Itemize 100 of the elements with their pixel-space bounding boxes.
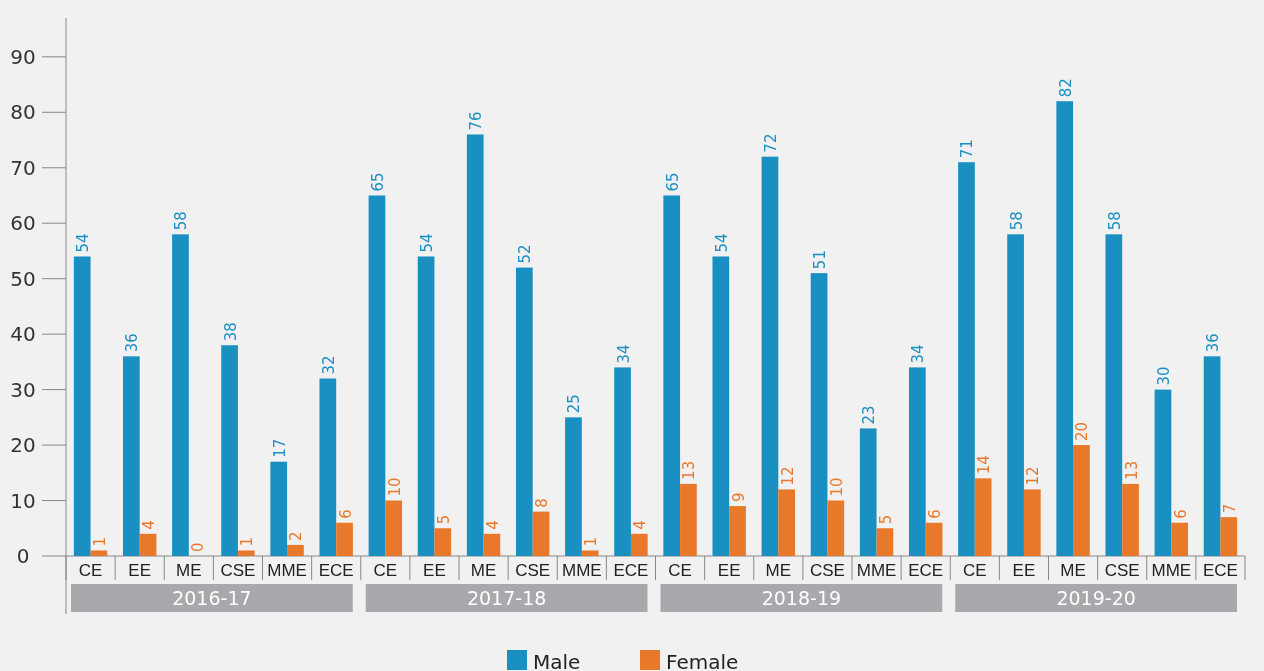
bar bbox=[532, 511, 550, 556]
bar bbox=[385, 500, 403, 556]
data-label: 54 bbox=[418, 233, 437, 253]
data-label: 36 bbox=[1204, 333, 1223, 353]
data-label: 6 bbox=[1171, 509, 1190, 519]
data-label: 12 bbox=[1024, 466, 1043, 486]
data-label: 54 bbox=[712, 233, 731, 253]
data-label: 9 bbox=[729, 492, 748, 503]
x-tick-label: MME bbox=[561, 561, 602, 580]
bar bbox=[287, 544, 304, 556]
bar bbox=[859, 428, 877, 556]
bar bbox=[810, 273, 828, 556]
bar bbox=[925, 522, 943, 556]
x-tick-label: MME bbox=[1151, 561, 1192, 580]
data-label: 1 bbox=[90, 536, 109, 547]
bar bbox=[778, 489, 796, 556]
data-label: 65 bbox=[368, 172, 387, 192]
bar bbox=[974, 478, 992, 556]
bar bbox=[368, 195, 386, 556]
data-label: 25 bbox=[565, 394, 584, 414]
data-label: 0 bbox=[189, 542, 208, 552]
bar bbox=[565, 417, 582, 556]
data-label: 23 bbox=[860, 405, 879, 425]
x-tick-label: ME bbox=[470, 561, 497, 580]
y-tick-label: 60 bbox=[10, 211, 36, 236]
bar bbox=[483, 533, 501, 556]
y-tick-label: 80 bbox=[10, 100, 36, 125]
bar bbox=[630, 533, 648, 556]
y-tick-label: 70 bbox=[10, 155, 36, 180]
x-tick-label: EE bbox=[1012, 561, 1036, 580]
data-label: 12 bbox=[778, 466, 797, 486]
x-tick-label: ECE bbox=[908, 561, 944, 580]
bar bbox=[1105, 234, 1123, 556]
data-label: 36 bbox=[123, 333, 142, 353]
data-label: 6 bbox=[926, 509, 945, 519]
x-tick-label: MME bbox=[267, 561, 307, 580]
bar bbox=[958, 162, 975, 556]
bar bbox=[908, 367, 926, 556]
data-label: 1 bbox=[238, 536, 257, 547]
data-label: 4 bbox=[140, 520, 159, 530]
bar bbox=[876, 528, 894, 556]
data-label: 71 bbox=[958, 139, 977, 159]
data-label: 20 bbox=[1073, 421, 1092, 442]
bar bbox=[221, 345, 238, 556]
data-label: 76 bbox=[467, 111, 486, 131]
bar bbox=[1122, 483, 1139, 556]
data-label: 32 bbox=[319, 355, 338, 375]
data-label: 13 bbox=[1122, 460, 1141, 480]
x-tick-label: CE bbox=[963, 561, 987, 580]
bar bbox=[434, 528, 452, 556]
bar bbox=[139, 533, 157, 556]
bar bbox=[1171, 522, 1189, 556]
bar bbox=[1203, 356, 1221, 556]
y-tick-label: 40 bbox=[10, 322, 36, 347]
data-label: 51 bbox=[811, 250, 830, 270]
data-label: 13 bbox=[680, 460, 699, 480]
x-tick-label: CSE bbox=[809, 561, 845, 580]
y-tick-label: 0 bbox=[16, 544, 30, 568]
data-label: 1 bbox=[582, 536, 601, 547]
bar bbox=[515, 267, 533, 556]
data-label: 2 bbox=[287, 531, 306, 541]
bar bbox=[1154, 389, 1172, 556]
x-tick-label: ME bbox=[176, 561, 202, 580]
x-tick-label: ECE bbox=[318, 561, 354, 580]
bar bbox=[1220, 517, 1238, 556]
x-tick-label: EE bbox=[128, 561, 152, 580]
y-tick-label: 10 bbox=[10, 488, 36, 513]
text: 2018-19 bbox=[761, 587, 842, 609]
x-tick-label: EE bbox=[717, 561, 741, 580]
data-label: 10 bbox=[385, 477, 404, 497]
data-label: 7 bbox=[1220, 503, 1239, 514]
text: 2016-17 bbox=[172, 587, 252, 609]
data-label: 72 bbox=[761, 133, 780, 153]
data-label: 17 bbox=[270, 438, 289, 458]
legend-label: Male bbox=[533, 650, 581, 671]
bar bbox=[729, 506, 746, 556]
data-label: 82 bbox=[1056, 78, 1075, 98]
data-label: 58 bbox=[172, 211, 191, 231]
bar bbox=[663, 195, 681, 556]
bar bbox=[73, 256, 91, 556]
y-tick-label: 20 bbox=[10, 433, 36, 458]
data-label: 65 bbox=[663, 172, 682, 192]
x-tick-label: ME bbox=[1060, 561, 1086, 580]
data-label: 5 bbox=[876, 514, 895, 525]
bar bbox=[712, 256, 730, 556]
x-tick-label: CE bbox=[668, 561, 692, 580]
data-label: 10 bbox=[827, 477, 846, 497]
text: 2017-18 bbox=[466, 587, 547, 609]
bar bbox=[1007, 234, 1024, 556]
data-label: 30 bbox=[1154, 366, 1173, 386]
x-tick-label: ECE bbox=[1202, 561, 1238, 580]
bar bbox=[90, 550, 108, 556]
x-tick-label: CE bbox=[78, 561, 103, 580]
bar bbox=[581, 550, 599, 556]
data-label: 8 bbox=[533, 498, 552, 508]
x-tick-label: CSE bbox=[515, 561, 551, 580]
x-tick-label: CSE bbox=[1104, 561, 1140, 580]
bar bbox=[417, 256, 435, 556]
bar bbox=[761, 156, 779, 556]
data-label: 34 bbox=[909, 344, 928, 364]
